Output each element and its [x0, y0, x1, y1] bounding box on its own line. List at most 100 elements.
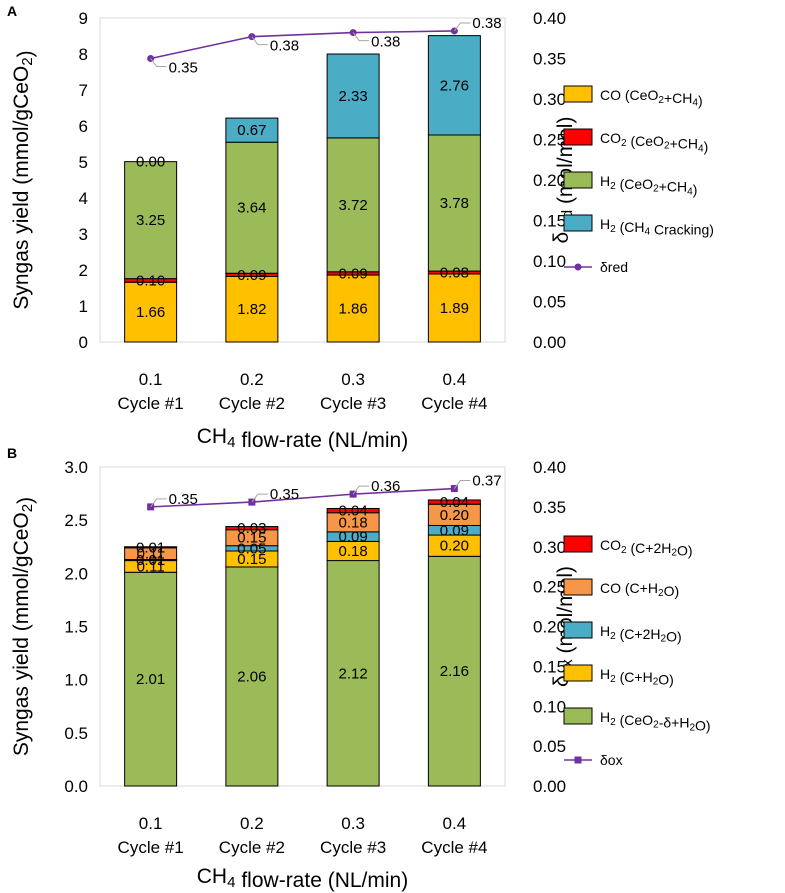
- bar-value-label: 1.86: [339, 301, 368, 318]
- bar-segment: [427, 555, 481, 787]
- bar-value-label: 2.12: [339, 665, 368, 682]
- bar-segment: [427, 273, 481, 343]
- legend-swatch: [563, 707, 593, 725]
- legend-line-marker: [574, 756, 582, 764]
- line-value-label: 0.38: [270, 38, 299, 55]
- y2-tick-label: 0.20: [533, 618, 566, 637]
- y-tick-label: 4: [79, 189, 88, 208]
- bar-value-label: 0.09: [339, 265, 368, 282]
- x-tick-label: 0.4: [443, 814, 467, 833]
- legend-label: H2 (C+2H2O): [600, 623, 682, 645]
- y-axis-title: Syngas yield (mmol/gCeO2): [10, 497, 37, 756]
- bar-value-label: 0.03: [237, 520, 266, 537]
- x-tick-sublabel: Cycle #4: [421, 394, 487, 413]
- bar-value-label: 0.18: [339, 543, 368, 560]
- y-tick-label: 2: [79, 261, 88, 280]
- x-tick-label: 0.3: [341, 370, 365, 389]
- legend-line-marker: [574, 263, 582, 271]
- line-label-leader: [453, 22, 471, 32]
- panel-letter: B: [7, 445, 17, 461]
- bar-value-label: 0.11: [137, 558, 165, 575]
- bar-value-label: 0.15: [237, 551, 266, 568]
- line-label-leader: [352, 485, 370, 495]
- y2-tick-label: 0.40: [533, 9, 566, 28]
- bar-segment: [427, 134, 481, 272]
- line-value-label: 0.37: [472, 473, 501, 490]
- y-tick-label: 5: [79, 153, 88, 172]
- x-tick-label: 0.2: [240, 814, 264, 833]
- bar-value-label: 0.09: [440, 522, 469, 539]
- y-tick-label: 6: [79, 117, 88, 136]
- panel-a: A 0 1 2 3 4 5 6 7 8 9 0.00 0.05 0.10 0.15 0.20 0.25 0.30 0…: [7, 3, 714, 452]
- legend: CO2 (C+2H2O) CO (C+H2O) H2 (C+2H2O) H2 (C+H…: [563, 535, 711, 768]
- y-tick-label: 9: [79, 9, 88, 28]
- x-tick-label: 0.4: [443, 370, 467, 389]
- x-tick-sublabel: Cycle #3: [320, 394, 386, 413]
- y2-tick-label: 0.30: [533, 538, 566, 557]
- bar-value-label: 3.72: [339, 197, 368, 214]
- y-tick-label: 2.0: [64, 564, 88, 583]
- bar-value-label: 0.15: [237, 530, 266, 547]
- line-series: [150, 487, 455, 508]
- line-value-label: 0.35: [169, 60, 198, 77]
- x-axis-title: CH4 flow-rate (NL/min): [197, 425, 408, 452]
- line-series: [150, 30, 455, 60]
- bar-segment: [326, 274, 380, 343]
- bar-segment: [225, 117, 279, 143]
- legend-swatch: [563, 85, 593, 103]
- y2-tick-label: 0.25: [533, 131, 566, 150]
- legend-swatch: [563, 171, 593, 189]
- bar-value-label: 0.09: [339, 529, 368, 546]
- bar-value-label: 3.64: [237, 200, 266, 217]
- legend-swatch: [563, 664, 593, 682]
- panel-letter: A: [7, 3, 17, 19]
- y-tick-label: 0.5: [64, 724, 88, 743]
- y2-tick-label: 0.00: [533, 333, 566, 352]
- legend-line-label: δred: [600, 259, 628, 275]
- y2-tick-label: 0.35: [533, 50, 566, 69]
- bar-segment: [124, 571, 178, 787]
- legend-swatch: [563, 621, 593, 639]
- line-label-leader: [150, 58, 167, 67]
- y-tick-label: 1.5: [64, 618, 88, 637]
- bar-value-label: 0.04: [339, 503, 368, 520]
- bar-value-label: 0.10: [136, 272, 165, 289]
- legend-label: H2 (C+H2O): [600, 666, 674, 688]
- legend-line-label: δox: [600, 752, 623, 768]
- y-tick-label: 3.0: [64, 458, 88, 477]
- x-tick-label: 0.1: [139, 814, 163, 833]
- x-tick-label: 0.2: [240, 370, 264, 389]
- y2-tick-label: 0.10: [533, 252, 566, 271]
- line-label-leader: [453, 480, 471, 489]
- y2-tick-label: 0.15: [533, 657, 566, 676]
- legend-swatch: [563, 128, 593, 146]
- bar-value-label: 2.16: [440, 663, 469, 680]
- line-label-leader: [251, 36, 268, 46]
- bar-value-label: 0.11: [137, 546, 165, 563]
- y2-tick-label: 0.05: [533, 737, 566, 756]
- bar-value-label: 0.05: [237, 540, 266, 557]
- legend: CO (CeO2+CH4) CO2 (CeO2+CH4) H2 (CeO2+CH4)…: [563, 85, 714, 275]
- y-tick-label: 1: [79, 297, 88, 316]
- bar-value-label: 0.09: [237, 267, 266, 284]
- bar-segment: [225, 141, 279, 274]
- bar-segment: [326, 53, 380, 139]
- bar-segment: [225, 275, 279, 343]
- bar-value-label: 1.82: [237, 301, 266, 318]
- line-label-leader: [352, 32, 370, 42]
- bar-value-label: 0.04: [440, 494, 469, 511]
- legend-label: H2 (CH4 Cracking): [600, 216, 714, 238]
- y2-tick-label: 0.35: [533, 498, 566, 517]
- legend-swatch: [563, 214, 593, 232]
- bar-segment: [124, 161, 178, 280]
- y2-tick-label: 0.40: [533, 458, 566, 477]
- y-tick-label: 0.0: [64, 777, 88, 796]
- x-tick-sublabel: Cycle #4: [421, 838, 487, 857]
- y2-tick-label: 0.25: [533, 578, 566, 597]
- y-tick-label: 3: [79, 225, 88, 244]
- bar-value-label: 0.20: [440, 538, 469, 555]
- y-tick-label: 2.5: [64, 511, 88, 530]
- x-tick-sublabel: Cycle #2: [219, 394, 285, 413]
- bar-segment: [225, 566, 279, 787]
